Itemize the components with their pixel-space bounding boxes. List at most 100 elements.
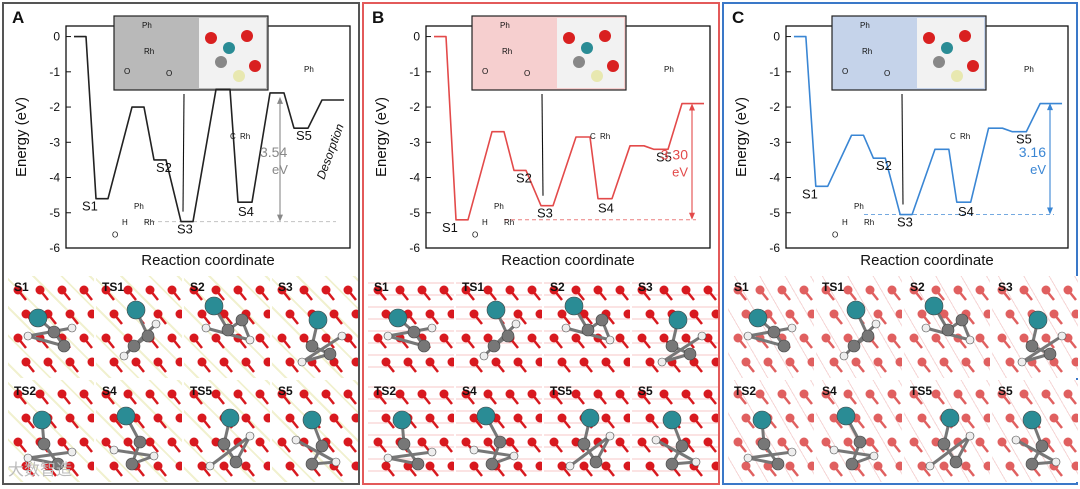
lattice-bond (347, 393, 357, 405)
inset-atom (941, 42, 953, 54)
rh-atom (668, 310, 688, 330)
lattice-bond (833, 313, 843, 325)
lattice-bond (575, 393, 585, 405)
lattice-bond (281, 289, 291, 301)
lattice-bond (1067, 393, 1077, 405)
molecule-bond (1021, 334, 1063, 364)
schematic-o: O (112, 230, 118, 239)
carbon-atom (407, 325, 421, 339)
desorption-label: Desorption (314, 122, 347, 182)
rh-atom (220, 408, 240, 428)
lattice-bond (811, 465, 814, 471)
y-axis-label: Energy (eV) (373, 97, 390, 177)
lattice-bond (561, 465, 571, 477)
lattice-bond (789, 313, 799, 325)
lattice-bond (811, 417, 814, 423)
carbon-atom (853, 435, 867, 449)
lattice-bond (223, 313, 233, 325)
rh-atom (580, 408, 600, 428)
lattice-bond (91, 417, 94, 423)
hydrogen-atom (787, 323, 797, 333)
carbon-atom (955, 313, 969, 327)
lattice-bond (179, 361, 182, 367)
lattice-bond (135, 465, 145, 477)
lattice-bond (987, 465, 990, 471)
lattice-bond (1031, 361, 1041, 373)
lattice-bond (487, 393, 497, 405)
lattice-bond (127, 393, 137, 405)
lattice-bond (921, 361, 931, 373)
lattice-bond (193, 441, 203, 453)
lattice-bond (745, 417, 755, 429)
hydrogen-atom (67, 323, 77, 333)
lattice-bond (965, 417, 975, 429)
y-tick-label: -4 (409, 171, 420, 185)
hydrogen-atom (427, 323, 437, 333)
molecule-bond (27, 450, 73, 460)
lattice-bond (105, 289, 115, 301)
lattice-bond (811, 361, 814, 367)
lattice-bond (1053, 313, 1063, 325)
lattice-bond (17, 441, 27, 453)
inset-atom (933, 56, 945, 68)
rh-atom (748, 308, 768, 328)
rh-atom (486, 300, 506, 320)
lattice-bond (627, 465, 630, 471)
lattice-bond (157, 313, 167, 325)
lattice-bond (869, 289, 879, 301)
state-label: S2 (516, 170, 532, 185)
structure-cell: S3 (632, 276, 718, 378)
hydrogen-atom (427, 447, 437, 457)
lattice-bond (201, 313, 211, 325)
lattice-bond (473, 361, 483, 373)
hydrogen-atom (151, 319, 161, 329)
lattice-bond (267, 361, 270, 367)
lattice-bond (737, 289, 747, 301)
lattice-bond (693, 313, 703, 325)
y-tick-label: 0 (773, 30, 780, 44)
inset-structure (917, 18, 984, 88)
structure-image (637, 285, 718, 373)
molecule-bond (473, 448, 515, 458)
lattice-bond (157, 361, 167, 373)
lattice-bond (539, 417, 542, 423)
carbon-atom (315, 439, 329, 453)
lattice-bond (311, 361, 321, 373)
lattice-bond (25, 465, 35, 477)
hydrogen-atom (479, 351, 489, 361)
structure-cell: TS5 (544, 380, 630, 482)
lattice-bond (1023, 393, 1033, 405)
lattice-bond (421, 393, 431, 405)
lattice-bond (135, 361, 145, 373)
lattice-bond (509, 289, 519, 301)
lattice-bond (281, 441, 291, 453)
lattice-bond (237, 393, 247, 405)
inset-atom (607, 60, 619, 72)
lattice-bond (171, 441, 181, 453)
lattice-bond (833, 417, 843, 429)
rh-atom (308, 310, 328, 330)
inset-atom (591, 70, 603, 82)
lattice-bond (47, 465, 57, 477)
schematic-c: C (230, 132, 236, 141)
structure-cell: S2 (184, 276, 270, 378)
structure-image (997, 389, 1078, 477)
lattice-bond (105, 337, 115, 349)
lattice-bond (399, 393, 409, 405)
panel-a: A 0 -1 -2 -3 -4 -5 -6 Energy (eV) Reaction coord… (2, 2, 360, 485)
lattice-bond (1067, 337, 1077, 349)
lattice-bond (855, 361, 865, 373)
molecule-bond (1015, 438, 1057, 464)
lattice-bond (619, 289, 629, 301)
molecule-bond (387, 450, 433, 460)
lattice-bond (891, 289, 901, 301)
barrier-arrow-head (277, 214, 283, 222)
lattice-bond (429, 465, 439, 477)
lattice-bond (737, 337, 747, 349)
barrier-value: 3.16 (1019, 144, 1046, 160)
y-tick-label: -5 (409, 206, 420, 220)
lattice-bond (957, 337, 967, 349)
carbon-atom (493, 435, 507, 449)
hydrogen-atom (743, 453, 753, 463)
structure-cell: S1 (8, 276, 94, 378)
